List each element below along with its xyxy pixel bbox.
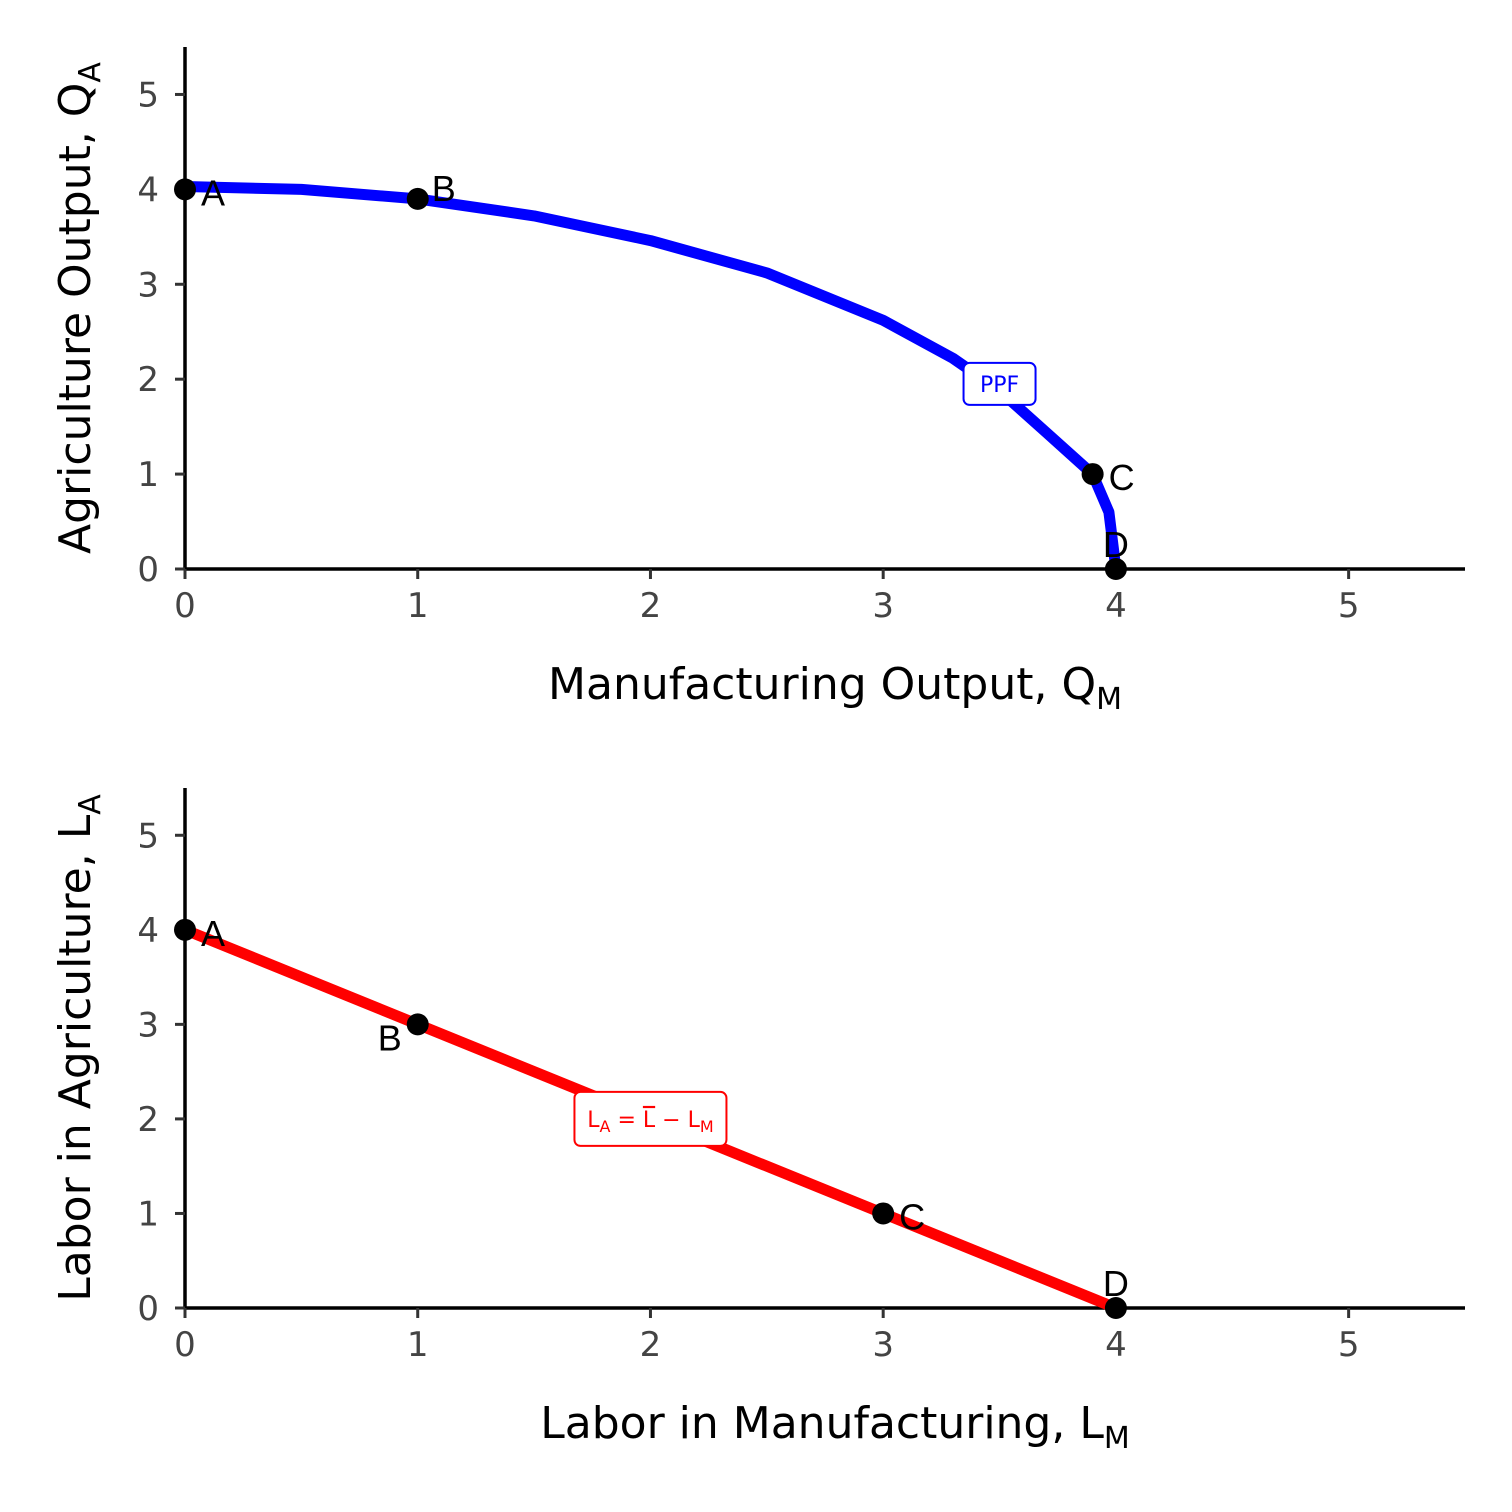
point-c	[872, 1202, 895, 1225]
y-tick-label: 4	[137, 911, 159, 951]
x-tick-label: 3	[872, 586, 894, 626]
x-tick-label: 2	[640, 586, 662, 626]
y-tick-label: 5	[137, 816, 159, 856]
chart-panel-1: 0 1 2 3 4 5 0 1 2 3 4 5 Manufacturing Output, QM Agri…	[50, 47, 1465, 717]
x-tick-label: 5	[1338, 586, 1360, 626]
point-b	[406, 187, 429, 210]
point-d	[1104, 1297, 1127, 1319]
chart-panel-2: 0 1 2 3 4 5 0 1 2 3 4 5 Labor in Manufacturing, LM La…	[50, 788, 1465, 1456]
y-tick-label: 0	[137, 550, 159, 590]
y-axis-title: Agriculture Output, QA	[50, 62, 108, 554]
point-a	[174, 178, 196, 201]
x-axis-title: Manufacturing Output, QM	[548, 659, 1122, 717]
point-label-b: B	[432, 168, 456, 209]
curve-label: LA = L − LM	[587, 1108, 713, 1136]
y-tick-label: 2	[137, 360, 159, 400]
x-tick-label: 1	[407, 1325, 429, 1365]
y-tick-label: 1	[137, 1194, 159, 1234]
curve-label: PPF	[980, 373, 1019, 398]
point-label-c: C	[1109, 457, 1135, 498]
curve-label-box	[962, 361, 1037, 406]
y-tick-label: 2	[137, 1100, 159, 1140]
point-c	[1081, 463, 1104, 486]
point-label-d: D	[1103, 1263, 1129, 1304]
point-label-b: B	[378, 1017, 402, 1058]
point-label-a: A	[201, 172, 225, 213]
x-tick-label: 0	[174, 586, 196, 626]
y-tick-label: 1	[137, 455, 159, 495]
y-tick-label: 4	[137, 170, 159, 210]
x-tick-label: 5	[1338, 1325, 1360, 1365]
x-tick-label: 4	[1105, 586, 1127, 626]
y-axis-title: Labor in Agriculture, LA	[50, 794, 108, 1302]
point-d	[1104, 558, 1127, 580]
point-label-a: A	[201, 913, 225, 954]
x-tick-label: 1	[407, 586, 429, 626]
y-tick-label: 0	[137, 1289, 159, 1329]
point-label-c: C	[899, 1196, 925, 1237]
point-b	[406, 1013, 429, 1036]
y-tick-label: 3	[137, 1005, 159, 1045]
x-tick-label: 4	[1105, 1325, 1127, 1365]
point-a	[174, 918, 196, 941]
x-axis-title: Labor in Manufacturing, LM	[540, 1398, 1130, 1456]
y-tick-label: 5	[137, 75, 159, 115]
x-tick-label: 2	[640, 1325, 662, 1365]
point-label-d: D	[1103, 524, 1129, 565]
curve-label-box	[573, 1090, 728, 1147]
x-tick-label: 3	[872, 1325, 894, 1365]
x-tick-label: 0	[174, 1325, 196, 1365]
y-tick-label: 3	[137, 265, 159, 305]
